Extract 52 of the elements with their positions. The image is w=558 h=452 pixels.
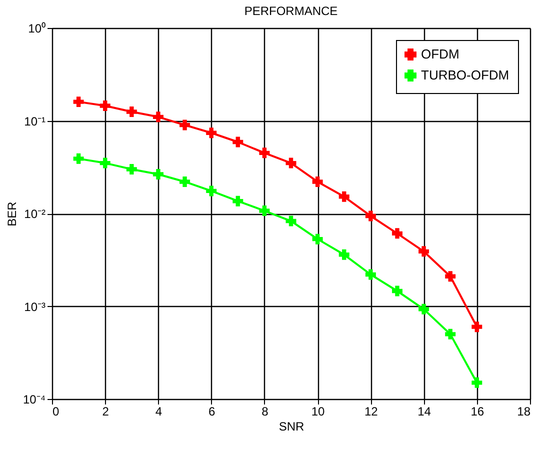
point: [152, 169, 164, 180]
point: [206, 186, 217, 196]
point: [338, 191, 350, 202]
x-tick-label: 12: [364, 404, 378, 418]
point: [100, 158, 110, 168]
point: [73, 96, 84, 108]
legend-label: OFDM: [421, 46, 460, 62]
point: [100, 100, 110, 112]
x-tick-label: 6: [208, 404, 216, 418]
point: [73, 153, 84, 164]
chart-title: PERFORMANCE: [244, 4, 338, 18]
x-tick-label: 16: [470, 404, 484, 418]
x-tick-label: 14: [418, 404, 432, 418]
x-tick-label: 8: [262, 404, 269, 418]
point: [126, 106, 137, 118]
x-tick-label: 18: [517, 404, 531, 418]
point: [445, 328, 456, 340]
y-tick-label: 10⁰: [28, 22, 46, 36]
point: [338, 249, 350, 260]
point: [286, 158, 296, 168]
point: [312, 234, 323, 244]
point: [418, 304, 430, 314]
x-tick-label: 4: [155, 404, 162, 418]
point: [418, 246, 430, 257]
point: [232, 196, 244, 206]
point: [232, 136, 244, 148]
y-tick-label: 10⁻¹: [24, 114, 46, 128]
point: [126, 164, 137, 174]
x-tick-label: 10: [311, 404, 326, 418]
x-tick-label: 0: [52, 404, 60, 418]
x-tick-label: 2: [102, 404, 110, 418]
point: [259, 206, 270, 216]
point: [472, 377, 482, 388]
y-tick-label: 10⁻²: [24, 207, 46, 221]
legend-label: TURBO-OFDM: [421, 68, 510, 82]
y-axis-title: BER: [4, 201, 19, 226]
point: [286, 216, 296, 226]
point: [392, 228, 402, 239]
point: [472, 322, 482, 332]
y-tick-label: 10⁻³: [24, 300, 46, 314]
point: [259, 148, 270, 158]
point: [365, 210, 376, 222]
point: [206, 128, 217, 138]
point: [312, 176, 323, 187]
point: [180, 120, 190, 130]
point: [365, 269, 376, 280]
point: [180, 176, 190, 187]
x-axis-title: SNR: [278, 420, 304, 434]
point: [445, 271, 456, 282]
y-tick-label: 10⁻⁴: [22, 392, 46, 406]
point: [152, 112, 164, 122]
point: [392, 286, 402, 296]
